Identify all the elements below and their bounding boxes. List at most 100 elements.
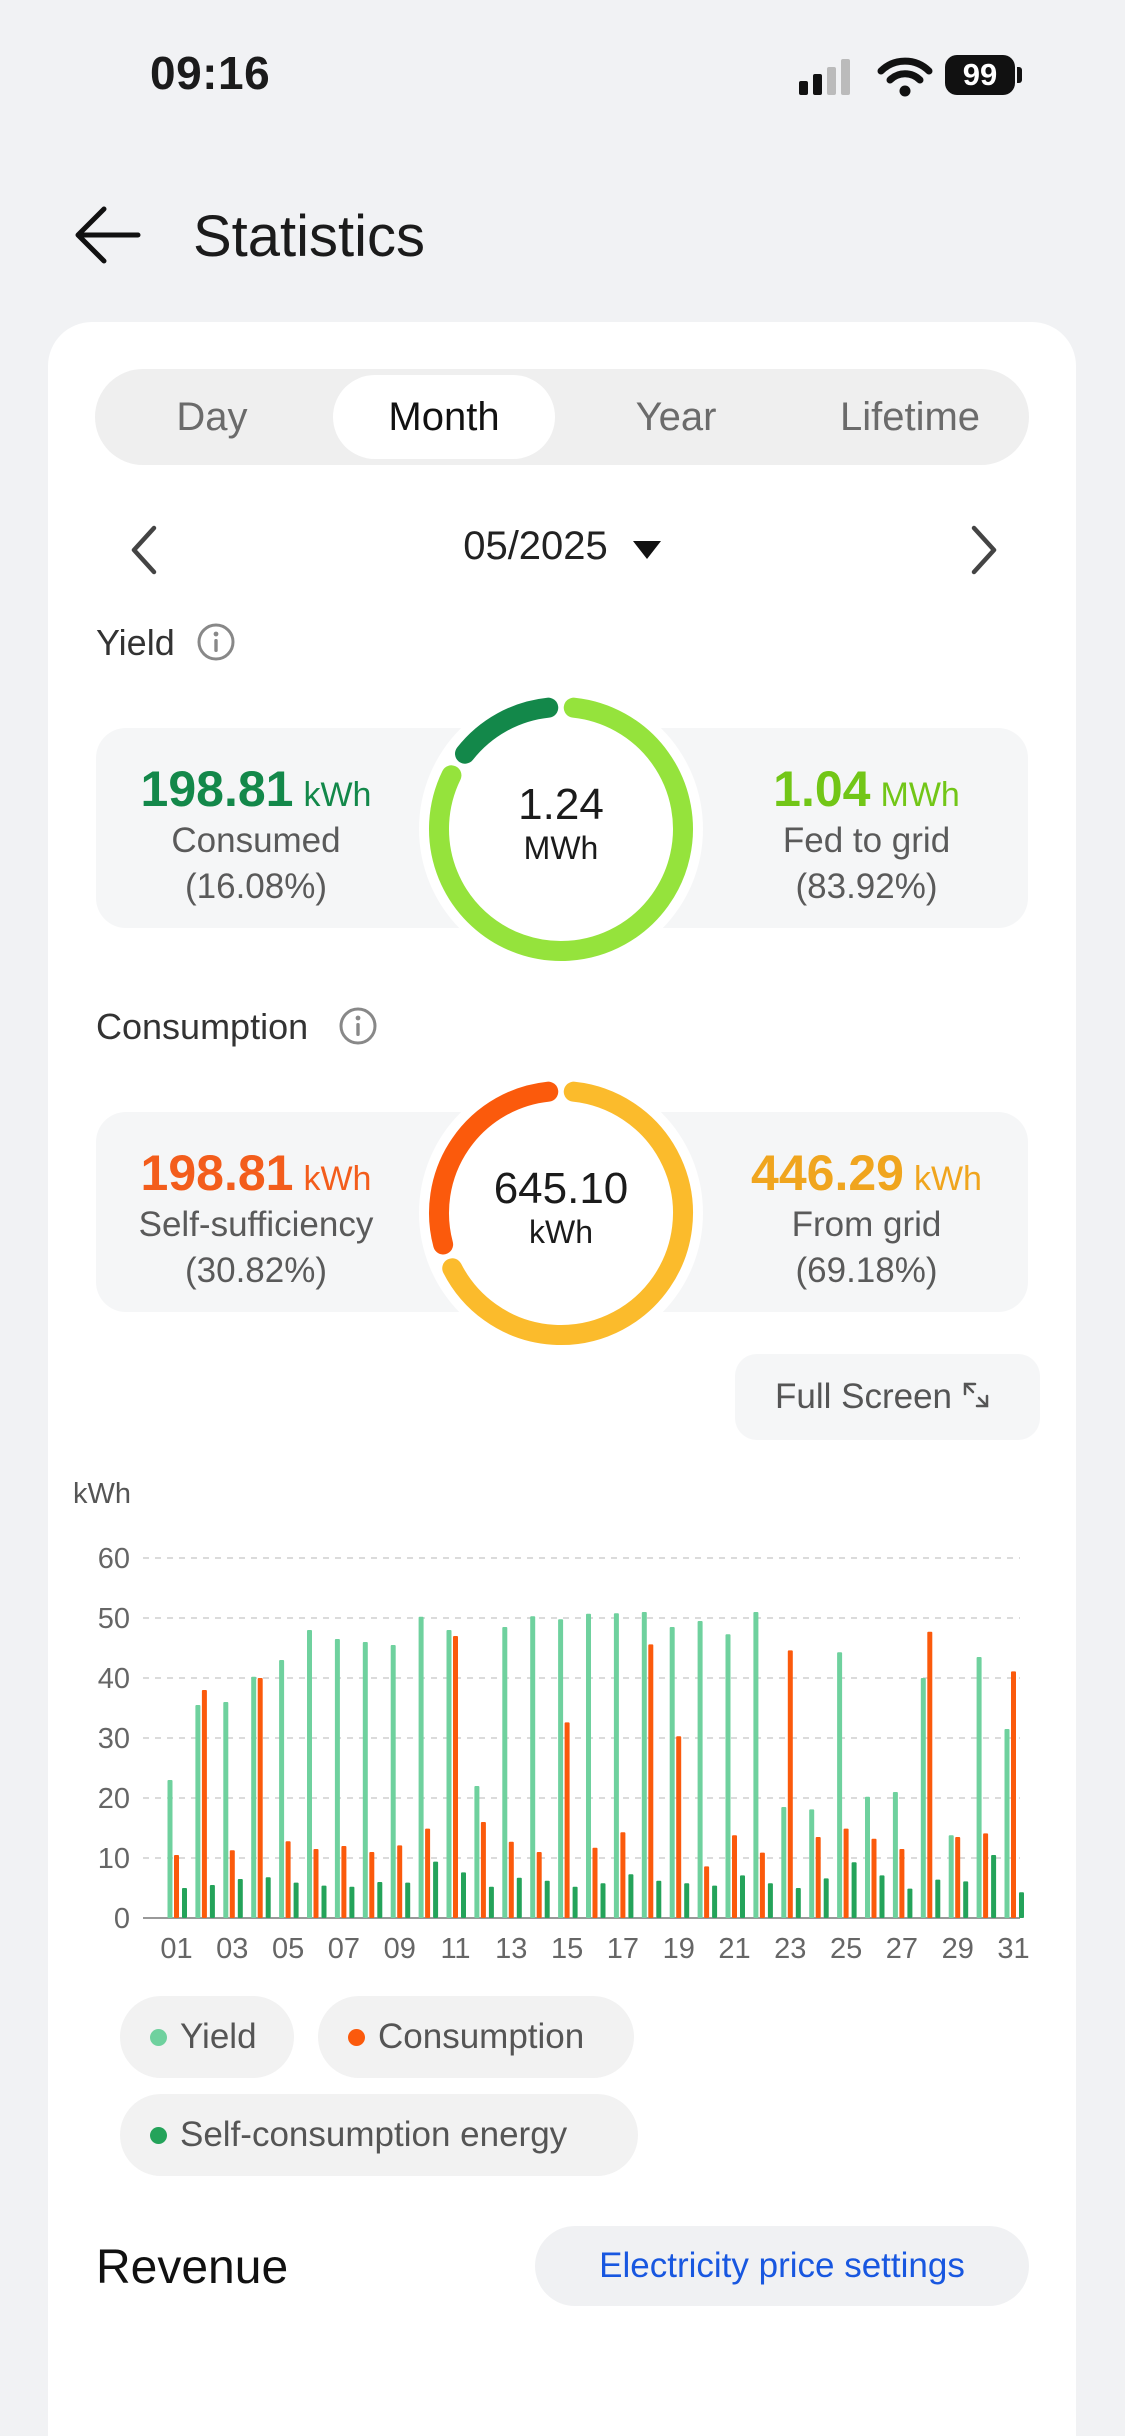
bar-consumption bbox=[341, 1846, 347, 1918]
bar-self-consumption-energy bbox=[516, 1877, 522, 1918]
x-tick-label: 07 bbox=[328, 1933, 360, 1965]
yield-dot bbox=[150, 2029, 167, 2046]
bar-yield bbox=[251, 1676, 257, 1918]
battery-cap bbox=[1017, 67, 1022, 83]
bar-self-consumption-energy bbox=[767, 1883, 773, 1918]
expand-icon bbox=[963, 1382, 989, 1408]
grid-value: 446.29 bbox=[751, 1145, 904, 1201]
bar-self-consumption-energy bbox=[461, 1872, 466, 1918]
yield-fed-arc bbox=[429, 697, 693, 961]
bar-yield bbox=[976, 1657, 982, 1918]
y-tick-label: 60 bbox=[98, 1543, 130, 1575]
from-grid-stat: 446.29 kWh From grid (69.18%) bbox=[705, 1144, 1028, 1294]
x-tick-label: 27 bbox=[886, 1933, 918, 1965]
y-tick-label: 10 bbox=[98, 1843, 130, 1875]
bar-yield bbox=[948, 1835, 954, 1918]
bar-self-consumption-energy bbox=[572, 1886, 578, 1918]
x-tick-label: 05 bbox=[272, 1933, 304, 1965]
bar-self-consumption-energy bbox=[656, 1880, 662, 1918]
bar-consumption bbox=[871, 1838, 877, 1918]
info-icon[interactable] bbox=[196, 622, 236, 662]
bar-yield bbox=[920, 1678, 926, 1918]
tab-day[interactable]: Day bbox=[176, 395, 248, 439]
info-icon[interactable] bbox=[338, 1006, 378, 1046]
bar-self-consumption-energy bbox=[182, 1888, 187, 1918]
self-percent: (30.82%) bbox=[184, 1251, 328, 1290]
x-tick-label: 03 bbox=[216, 1933, 248, 1965]
bar-self-consumption-energy bbox=[349, 1886, 355, 1918]
legend-yield[interactable]: Yield bbox=[120, 1996, 294, 2078]
consumption-self-arc bbox=[429, 1081, 559, 1255]
bar-self-consumption-energy bbox=[405, 1882, 411, 1918]
battery-level: 99 bbox=[945, 55, 1015, 95]
tab-year[interactable]: Year bbox=[635, 395, 717, 439]
bar-yield bbox=[474, 1786, 480, 1918]
consumption-total: 645.10 kWh bbox=[476, 1164, 646, 1251]
bar-yield bbox=[279, 1660, 285, 1918]
legend-consumption[interactable]: Consumption bbox=[318, 1996, 634, 2078]
legend-self-consumption[interactable]: Self-consumption energy bbox=[120, 2094, 638, 2176]
bar-yield bbox=[390, 1645, 396, 1918]
bar-consumption bbox=[201, 1690, 207, 1918]
daily-energy-bar-chart: 0 10 20 30 40 50 60 01 03 05 07 09 11 13 15 17 19 21 23 25 2… bbox=[98, 1543, 1030, 1965]
bar-yield bbox=[753, 1612, 759, 1918]
x-tick-label: 21 bbox=[718, 1933, 750, 1965]
self-sufficiency-stat: 198.81 kWh Self-sufficiency (30.82%) bbox=[96, 1144, 416, 1294]
bar-consumption bbox=[536, 1852, 542, 1918]
bar-yield bbox=[697, 1621, 703, 1918]
fed-label: Fed to grid bbox=[782, 821, 951, 860]
bar-self-consumption-energy bbox=[963, 1881, 969, 1918]
self-label: Self-sufficiency bbox=[138, 1205, 374, 1244]
yield-total-unit: MWh bbox=[523, 830, 599, 866]
bar-consumption bbox=[927, 1631, 933, 1918]
bar-consumption bbox=[229, 1850, 235, 1918]
bar-consumption bbox=[592, 1847, 598, 1918]
previous-period-button[interactable] bbox=[120, 520, 170, 580]
grid-unit: kWh bbox=[913, 1160, 982, 1198]
bar-yield bbox=[195, 1705, 201, 1918]
bar-consumption bbox=[704, 1866, 710, 1918]
y-tick-label: 40 bbox=[98, 1663, 130, 1695]
date-picker[interactable]: 05/2025 bbox=[380, 524, 745, 569]
electricity-price-settings-button[interactable]: Electricity price settings bbox=[535, 2226, 1029, 2306]
bar-yield bbox=[669, 1627, 675, 1918]
bar-yield bbox=[307, 1630, 312, 1918]
bar-self-consumption-energy bbox=[600, 1883, 606, 1918]
bar-yield bbox=[446, 1630, 452, 1918]
bar-yield bbox=[613, 1613, 619, 1918]
bar-yield bbox=[865, 1796, 870, 1918]
bar-self-consumption-energy bbox=[321, 1885, 327, 1918]
tab-month[interactable]: Month bbox=[333, 375, 555, 459]
tab-lifetime[interactable]: Lifetime bbox=[839, 395, 981, 439]
consumption-total-unit: kWh bbox=[529, 1214, 593, 1250]
bar-consumption bbox=[174, 1855, 179, 1918]
bar-self-consumption-energy bbox=[907, 1888, 913, 1918]
bar-consumption bbox=[620, 1832, 626, 1918]
yield-consumed-arc bbox=[455, 697, 559, 764]
yield-total-value: 1.24 bbox=[518, 780, 604, 829]
full-screen-button[interactable]: Full Screen bbox=[735, 1354, 1040, 1440]
bar-consumption bbox=[815, 1837, 821, 1918]
next-period-button[interactable] bbox=[958, 520, 1008, 580]
wifi-icon bbox=[877, 57, 933, 97]
y-tick-label: 30 bbox=[98, 1723, 130, 1755]
yield-label: Yield bbox=[96, 622, 175, 663]
bar-consumption bbox=[899, 1849, 905, 1918]
bar-self-consumption-energy bbox=[1019, 1892, 1024, 1918]
bar-self-consumption-energy bbox=[991, 1855, 997, 1918]
caret-down-icon[interactable] bbox=[632, 540, 662, 560]
grid-label: From grid bbox=[791, 1205, 942, 1244]
back-button[interactable] bbox=[68, 200, 148, 270]
bar-self-consumption-energy bbox=[209, 1885, 215, 1918]
consumption-dot bbox=[348, 2029, 365, 2046]
bar-consumption bbox=[787, 1650, 793, 1918]
bar-yield bbox=[725, 1634, 731, 1918]
bar-consumption bbox=[676, 1736, 682, 1918]
bar-self-consumption-energy bbox=[628, 1874, 634, 1918]
bar-consumption bbox=[1011, 1671, 1016, 1918]
bar-yield bbox=[1004, 1729, 1010, 1918]
x-tick-label: 09 bbox=[384, 1933, 416, 1965]
bar-consumption bbox=[285, 1841, 291, 1918]
bar-self-consumption-energy bbox=[740, 1875, 745, 1918]
bar-consumption bbox=[843, 1828, 849, 1918]
